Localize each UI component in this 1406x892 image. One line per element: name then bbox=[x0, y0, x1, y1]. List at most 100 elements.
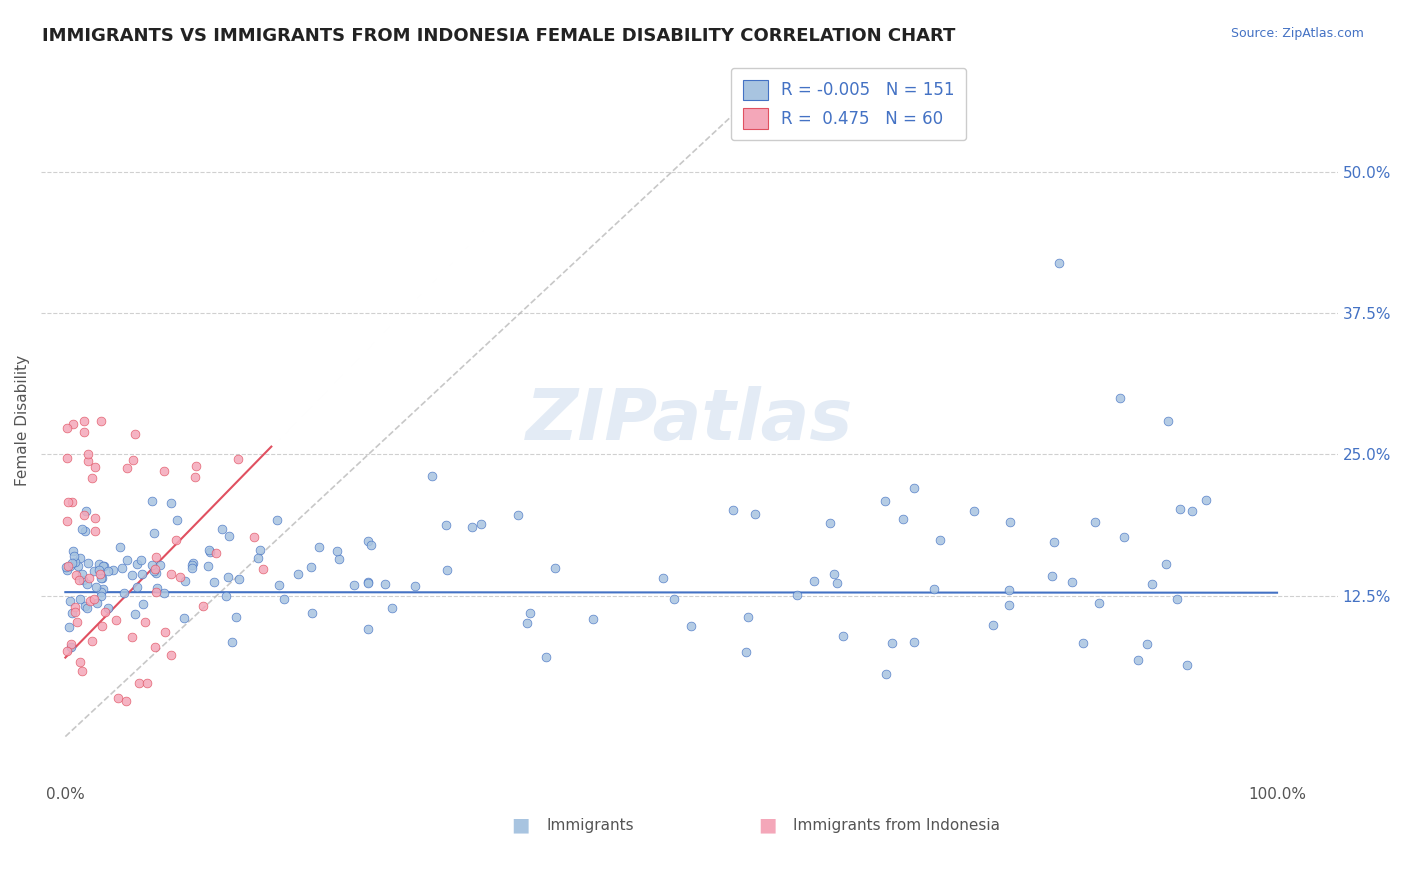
Point bbox=[404, 579, 426, 593]
Point bbox=[217, 570, 239, 584]
Point bbox=[73, 425, 96, 439]
Point bbox=[55, 515, 77, 529]
Point bbox=[136, 675, 159, 690]
Point bbox=[124, 427, 146, 442]
Point bbox=[460, 520, 482, 534]
Point bbox=[169, 569, 191, 583]
Text: ZIPatlas: ZIPatlas bbox=[526, 386, 853, 455]
Point bbox=[1128, 652, 1150, 666]
Point bbox=[1084, 515, 1107, 529]
Point bbox=[70, 566, 93, 581]
Point bbox=[1136, 637, 1159, 651]
Point bbox=[1157, 414, 1180, 428]
Point bbox=[58, 620, 80, 634]
Point bbox=[963, 504, 986, 518]
Point bbox=[121, 568, 143, 582]
Point bbox=[1166, 592, 1188, 607]
Point bbox=[145, 562, 167, 576]
Point bbox=[226, 452, 249, 467]
Point bbox=[357, 622, 380, 636]
Point bbox=[142, 526, 165, 541]
Point bbox=[873, 494, 896, 508]
Point bbox=[145, 585, 167, 599]
Point bbox=[134, 615, 156, 629]
Point bbox=[145, 566, 167, 580]
Text: Immigrants from Indonesia: Immigrants from Indonesia bbox=[793, 817, 1000, 832]
Point bbox=[55, 421, 77, 435]
Point bbox=[141, 494, 163, 508]
Point bbox=[734, 645, 756, 659]
Point bbox=[115, 693, 138, 707]
Point bbox=[823, 566, 845, 581]
Point bbox=[89, 567, 111, 582]
Point bbox=[117, 552, 139, 566]
Point bbox=[1140, 576, 1163, 591]
Point bbox=[77, 571, 100, 585]
Point bbox=[56, 495, 79, 509]
Point bbox=[65, 600, 87, 615]
Point bbox=[165, 533, 187, 547]
Point bbox=[506, 508, 529, 522]
Point bbox=[1108, 391, 1130, 405]
Point bbox=[72, 573, 94, 587]
Point bbox=[125, 558, 148, 572]
Point bbox=[818, 516, 841, 530]
Point bbox=[69, 656, 91, 670]
Point bbox=[69, 591, 91, 606]
Point bbox=[1168, 502, 1191, 516]
Point bbox=[420, 469, 443, 483]
Point bbox=[1071, 635, 1094, 649]
Point bbox=[131, 566, 153, 581]
Text: ■: ■ bbox=[512, 815, 530, 835]
Point bbox=[79, 594, 101, 608]
Point bbox=[516, 615, 538, 630]
Point bbox=[1181, 504, 1204, 518]
Point bbox=[519, 606, 541, 620]
Point bbox=[59, 636, 82, 650]
Point bbox=[299, 560, 322, 574]
Point bbox=[121, 453, 143, 467]
Point bbox=[922, 582, 945, 596]
Point bbox=[186, 458, 208, 473]
Point bbox=[93, 605, 115, 619]
Point bbox=[197, 543, 219, 558]
Point bbox=[153, 464, 176, 478]
Point bbox=[249, 542, 271, 557]
Point bbox=[77, 556, 100, 570]
Point bbox=[60, 556, 83, 570]
Point bbox=[173, 611, 195, 625]
Point bbox=[721, 502, 744, 516]
Point bbox=[891, 512, 914, 526]
Point bbox=[129, 552, 152, 566]
Point bbox=[160, 648, 183, 662]
Point bbox=[97, 564, 120, 578]
Point bbox=[90, 570, 112, 584]
Point bbox=[803, 574, 825, 588]
Point bbox=[93, 582, 115, 596]
Legend: R = -0.005   N = 151, R =  0.475   N = 60: R = -0.005 N = 151, R = 0.475 N = 60 bbox=[731, 68, 966, 140]
Point bbox=[875, 667, 897, 681]
Point bbox=[1154, 558, 1177, 572]
Point bbox=[124, 607, 146, 622]
Point bbox=[145, 549, 167, 564]
Point bbox=[62, 417, 84, 431]
Point bbox=[76, 600, 98, 615]
Point bbox=[84, 524, 107, 538]
Point bbox=[204, 545, 226, 559]
Point bbox=[1043, 534, 1066, 549]
Point bbox=[121, 630, 143, 644]
Point bbox=[211, 522, 233, 536]
Point bbox=[301, 606, 323, 620]
Point bbox=[218, 529, 240, 543]
Point bbox=[470, 517, 492, 532]
Point bbox=[825, 576, 848, 591]
Point bbox=[252, 562, 274, 576]
Point bbox=[181, 556, 204, 570]
Point bbox=[93, 558, 115, 573]
Point bbox=[80, 633, 103, 648]
Point bbox=[87, 563, 110, 577]
Point bbox=[107, 691, 129, 706]
Point bbox=[342, 578, 364, 592]
Point bbox=[59, 594, 82, 608]
Text: IMMIGRANTS VS IMMIGRANTS FROM INDONESIA FEMALE DISABILITY CORRELATION CHART: IMMIGRANTS VS IMMIGRANTS FROM INDONESIA … bbox=[42, 27, 956, 45]
